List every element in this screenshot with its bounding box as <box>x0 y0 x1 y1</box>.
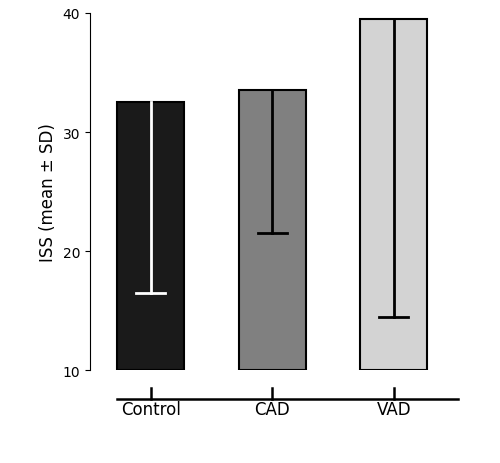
Bar <box>118 103 184 370</box>
Y-axis label: ISS (mean ± SD): ISS (mean ± SD) <box>39 123 57 262</box>
Bar <box>360 20 428 370</box>
Bar <box>239 91 306 370</box>
